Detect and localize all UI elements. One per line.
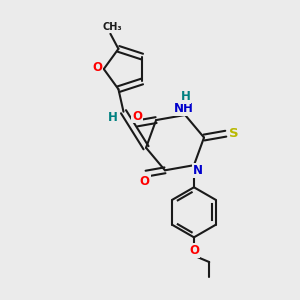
Text: N: N <box>193 164 202 177</box>
Text: H: H <box>108 110 118 124</box>
Text: CH₃: CH₃ <box>102 22 122 32</box>
Text: O: O <box>92 61 102 74</box>
Text: NH: NH <box>174 102 194 115</box>
Text: O: O <box>140 176 150 188</box>
Text: S: S <box>229 127 239 140</box>
Text: O: O <box>132 110 142 122</box>
Text: O: O <box>189 244 199 257</box>
Text: H: H <box>181 90 190 103</box>
